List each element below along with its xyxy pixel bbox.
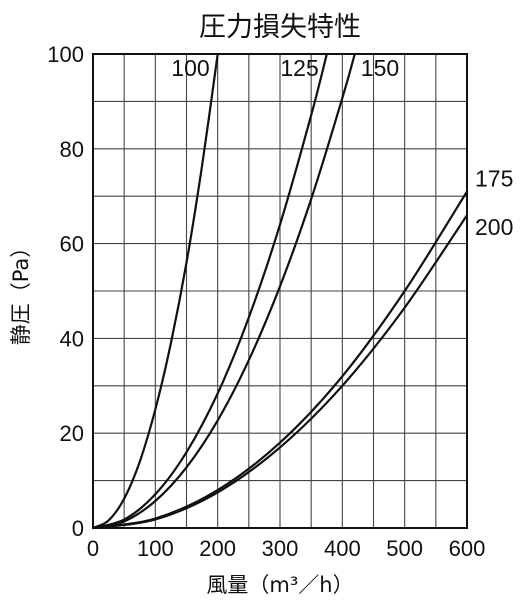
x-tick-label: 300 [262, 536, 299, 561]
x-tick-label: 600 [449, 536, 486, 561]
y-tick-label: 40 [60, 326, 84, 351]
y-tick-label: 80 [60, 137, 84, 162]
series-label-150: 150 [361, 55, 399, 81]
series-line-125 [92, 53, 328, 530]
x-tick-label: 400 [324, 536, 361, 561]
series-label-200: 200 [475, 214, 513, 240]
chart-title: 圧力損失特性 [199, 12, 361, 43]
series-line-150 [92, 53, 356, 530]
series-label-100: 100 [171, 55, 209, 81]
y-tick-label: 20 [60, 421, 84, 446]
y-tick-label: 60 [60, 232, 84, 257]
x-tick-label: 200 [199, 536, 236, 561]
x-tick-label: 0 [87, 536, 99, 561]
y-tick-label: 0 [72, 516, 84, 541]
x-tick-label: 100 [137, 536, 174, 561]
series-label-175: 175 [475, 165, 513, 191]
y-tick-labels: 0 20 40 60 80 100 [47, 42, 84, 541]
x-axis-label: 風量（m³／h） [206, 573, 353, 597]
series-line-100 [92, 53, 219, 530]
x-tick-label: 500 [386, 536, 423, 561]
y-axis-label: 静圧（Pa） [9, 237, 33, 346]
curves [92, 53, 468, 530]
grid [93, 54, 467, 528]
x-tick-labels: 0 100 200 300 400 500 600 [87, 536, 485, 561]
series-label-125: 125 [280, 55, 318, 81]
y-tick-label: 100 [47, 42, 84, 67]
plot-frame [92, 53, 468, 529]
series-line-200 [92, 214, 468, 530]
series-labels: 100 125 150 175 200 [171, 55, 513, 240]
